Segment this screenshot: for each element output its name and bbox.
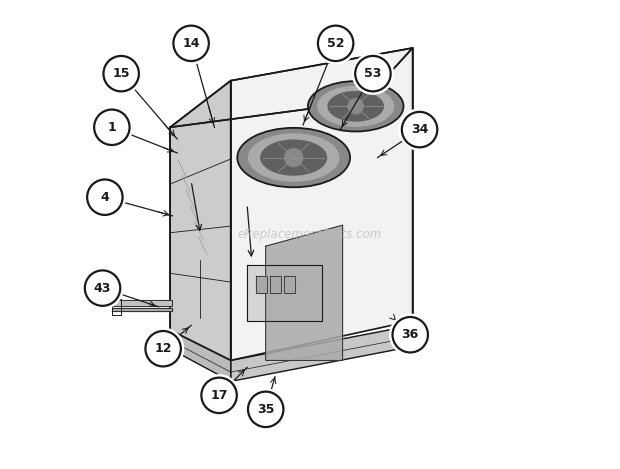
- Text: 17: 17: [210, 389, 228, 402]
- Polygon shape: [231, 325, 412, 381]
- Text: 35: 35: [257, 403, 275, 416]
- Circle shape: [84, 177, 125, 218]
- Polygon shape: [270, 276, 281, 293]
- Ellipse shape: [261, 140, 327, 175]
- Text: 1: 1: [107, 121, 116, 134]
- Text: 4: 4: [100, 191, 109, 204]
- Circle shape: [170, 23, 211, 64]
- Polygon shape: [112, 308, 172, 311]
- Polygon shape: [170, 48, 412, 127]
- Circle shape: [315, 23, 356, 64]
- Circle shape: [399, 109, 440, 150]
- Text: 34: 34: [411, 123, 428, 136]
- Polygon shape: [170, 81, 231, 360]
- Polygon shape: [266, 225, 343, 360]
- Circle shape: [348, 98, 363, 114]
- Circle shape: [143, 328, 184, 369]
- Circle shape: [352, 53, 394, 94]
- Ellipse shape: [239, 129, 348, 187]
- Text: 14: 14: [182, 37, 200, 50]
- Text: 36: 36: [402, 328, 419, 341]
- Text: 12: 12: [154, 342, 172, 355]
- Text: 15: 15: [112, 67, 130, 80]
- Circle shape: [390, 314, 431, 355]
- Text: 52: 52: [327, 37, 344, 50]
- Polygon shape: [231, 48, 412, 360]
- Text: 53: 53: [365, 67, 382, 80]
- Polygon shape: [170, 330, 231, 381]
- Circle shape: [285, 149, 303, 166]
- Circle shape: [91, 107, 132, 148]
- Ellipse shape: [328, 91, 383, 121]
- Ellipse shape: [249, 134, 339, 181]
- Ellipse shape: [317, 86, 394, 126]
- Polygon shape: [112, 300, 172, 306]
- Polygon shape: [285, 276, 294, 293]
- Polygon shape: [247, 265, 322, 321]
- Text: 43: 43: [94, 281, 111, 295]
- Circle shape: [82, 268, 123, 309]
- Circle shape: [198, 375, 239, 416]
- Ellipse shape: [309, 82, 402, 131]
- Circle shape: [100, 53, 142, 94]
- Circle shape: [245, 389, 286, 430]
- Text: eReplacementParts.com: eReplacementParts.com: [238, 228, 382, 241]
- Polygon shape: [257, 276, 267, 293]
